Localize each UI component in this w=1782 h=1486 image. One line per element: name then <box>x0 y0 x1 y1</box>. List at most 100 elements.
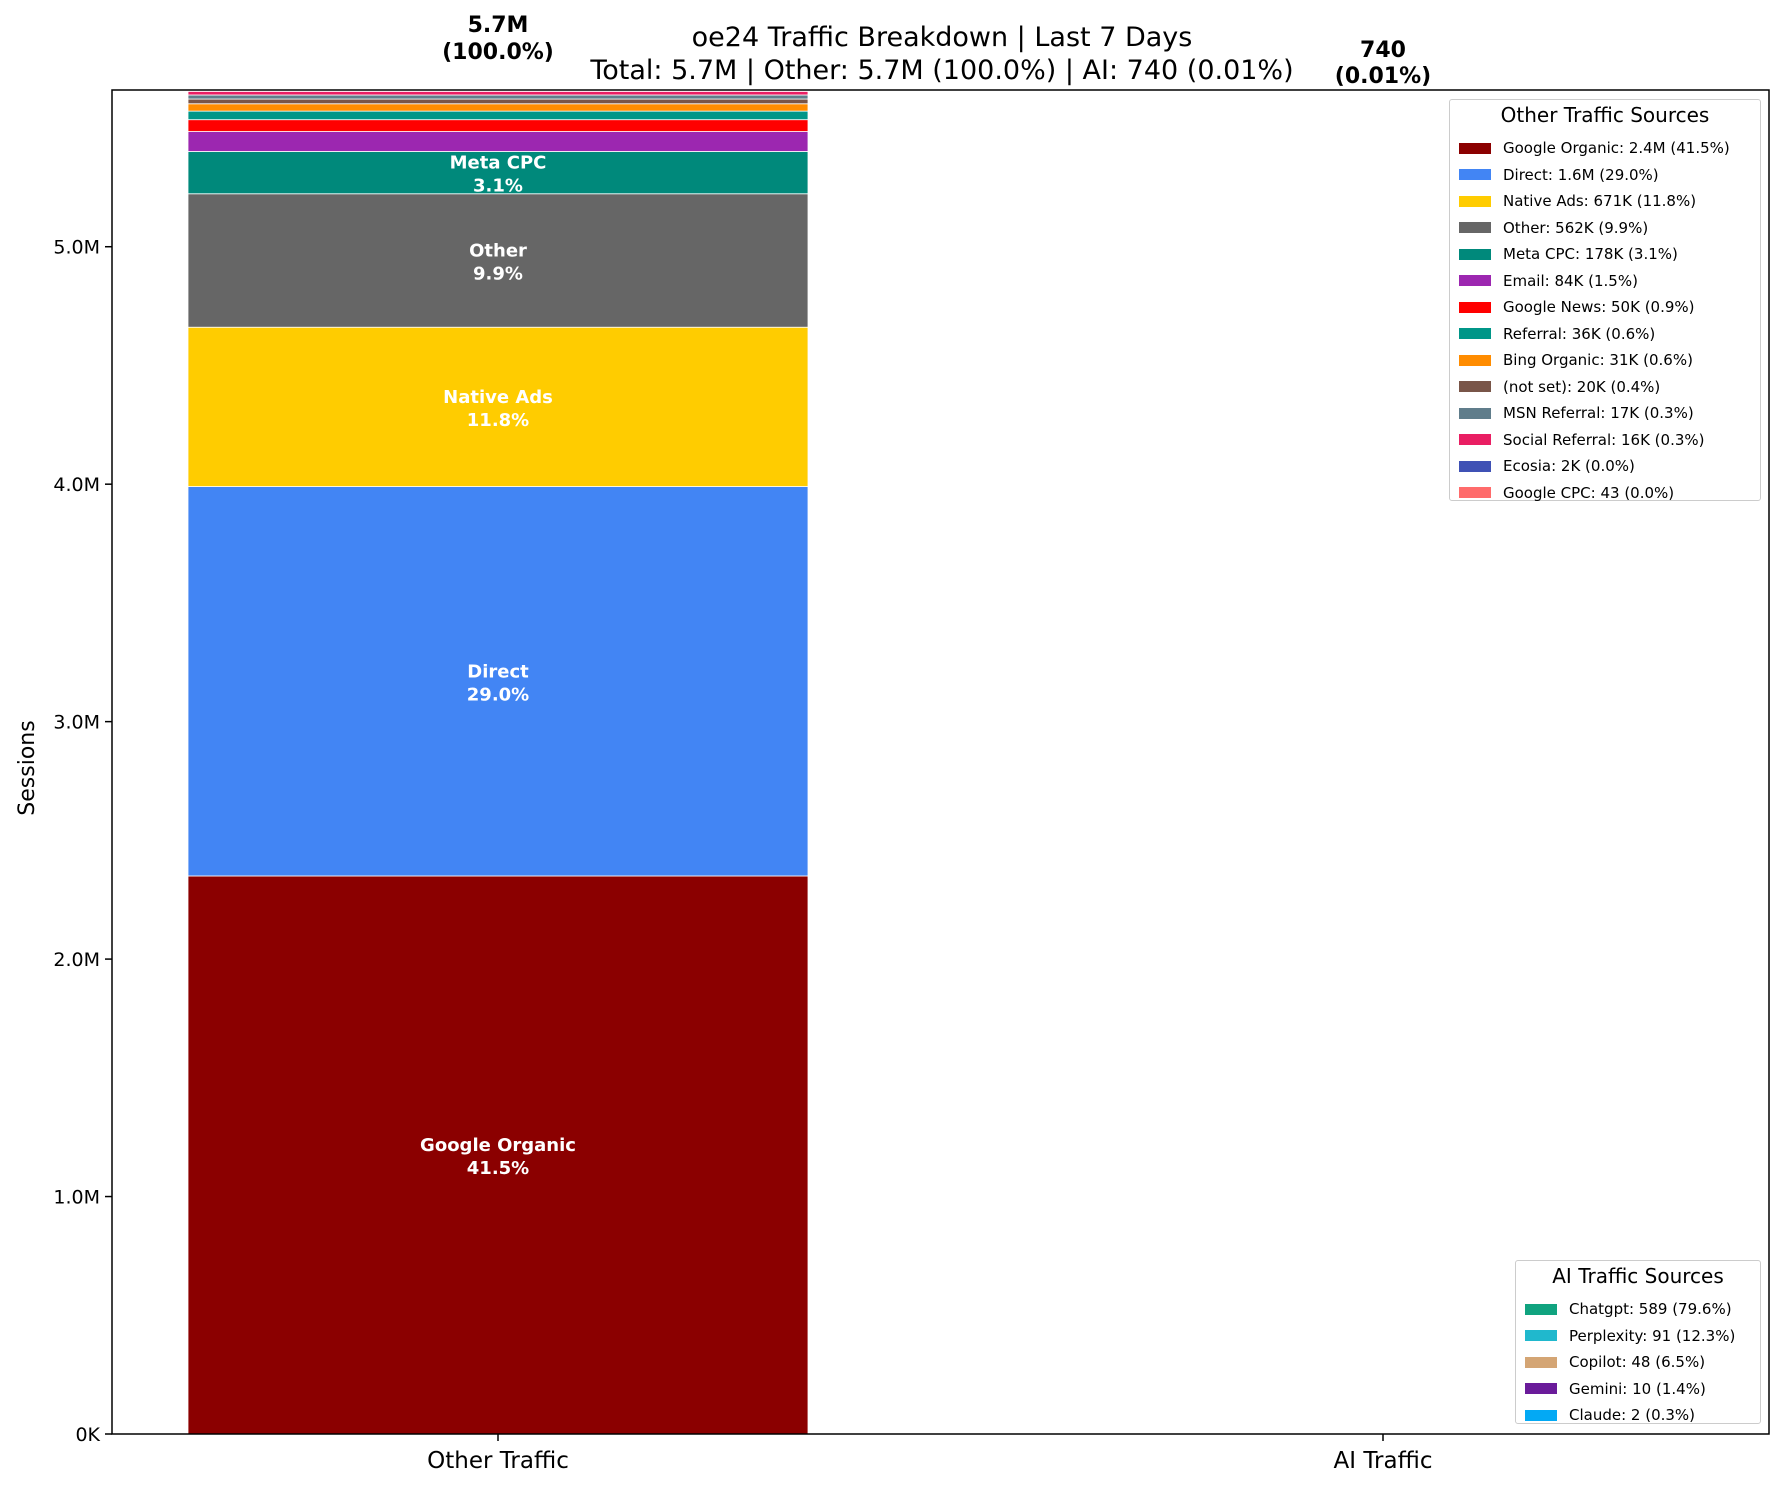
legend-item-label: Claude: 2 (0.3%) <box>1569 1406 1696 1425</box>
legend-swatch <box>1459 142 1491 154</box>
bar-segment <box>187 90 809 96</box>
legend-item: Google CPC: 43 (0.0%) <box>1450 480 1760 507</box>
segment-label: Google Organic <box>420 1135 576 1156</box>
legend-item-label: Chatgpt: 589 (79.6%) <box>1569 1300 1732 1319</box>
legend-item: (not set): 20K (0.4%) <box>1450 374 1760 401</box>
legend-item: Referral: 36K (0.6%) <box>1450 321 1760 348</box>
legend-item: Chatgpt: 589 (79.6%) <box>1516 1296 1760 1323</box>
bar-total-percent: (0.01%) <box>1335 64 1431 89</box>
legend-item-label: Direct: 1.6M (29.0%) <box>1503 165 1659 184</box>
bar-total-value: 5.7M <box>468 13 529 38</box>
other-traffic-legend: Other Traffic Sources Google Organic: 2.… <box>1449 99 1761 502</box>
legend-item: Native Ads: 671K (11.8%) <box>1450 188 1760 215</box>
legend-swatch <box>1525 1330 1557 1342</box>
legend-swatch <box>1459 301 1491 313</box>
segment-label: Meta CPC <box>450 153 547 174</box>
bar-segment <box>187 119 809 132</box>
y-tick-label: 4.0M <box>53 474 100 496</box>
legend-item-label: Copilot: 48 (6.5%) <box>1569 1353 1706 1372</box>
chart-subtitle: Total: 5.7M | Other: 5.7M (100.0%) | AI:… <box>589 55 1293 86</box>
legend-title: AI Traffic Sources <box>1552 1264 1724 1288</box>
bar-segment <box>187 486 809 877</box>
legend-swatch <box>1459 354 1491 366</box>
legend-item: Email: 84K (1.5%) <box>1450 268 1760 295</box>
ai-traffic-legend: AI Traffic Sources Chatgpt: 589 (79.6%) P… <box>1515 1260 1761 1424</box>
legend-swatch <box>1459 275 1491 287</box>
legend-item: Ecosia: 2K (0.0%) <box>1450 453 1760 480</box>
bar-segment <box>187 875 809 1435</box>
chart-title: oe24 Traffic Breakdown | Last 7 Days <box>692 22 1193 53</box>
legend-item-label: Perplexity: 91 (12.3%) <box>1569 1326 1736 1345</box>
bar-segment <box>187 98 809 105</box>
bar-segment <box>187 151 809 195</box>
y-tick-label: 1.0M <box>53 1187 100 1209</box>
legend-swatch <box>1459 195 1491 207</box>
legend-swatch <box>1459 222 1491 234</box>
segment-percent: 11.8% <box>467 410 529 431</box>
axes-layer: 0K 1.0M 2.0M 3.0M 4.0M 5.0M Other Traffic AI Tr… <box>53 89 1770 1474</box>
segment-label: Other <box>469 240 527 261</box>
legend-item: Google News: 50K (0.9%) <box>1450 294 1760 321</box>
bar-segment <box>187 131 809 152</box>
legend-item-label: Google News: 50K (0.9%) <box>1503 298 1695 317</box>
legend-item-label: Meta CPC: 178K (3.1%) <box>1503 245 1678 264</box>
bar-segment <box>187 94 809 100</box>
legend-item: Other: 562K (9.9%) <box>1450 215 1760 242</box>
x-tick-label: Other Traffic <box>427 1448 569 1474</box>
legend-item-label: Other: 562K (9.9%) <box>1503 218 1649 237</box>
legend-item-label: (not set): 20K (0.4%) <box>1503 377 1661 396</box>
legend-item-label: Google Organic: 2.4M (41.5%) <box>1503 139 1730 158</box>
segment-label: Direct <box>467 661 529 682</box>
plot-frame <box>111 89 1770 1435</box>
legend-swatch <box>1525 1383 1557 1395</box>
bar-segment <box>187 326 809 487</box>
legend-item: Meta CPC: 178K (3.1%) <box>1450 241 1760 268</box>
bar-segment <box>187 103 809 112</box>
legend-item: Claude: 2 (0.3%) <box>1516 1402 1760 1429</box>
legend-item: Google Organic: 2.4M (41.5%) <box>1450 135 1760 162</box>
legend-swatch <box>1525 1303 1557 1315</box>
bar-total-value: 740 <box>1360 38 1406 63</box>
legend-item-label: Email: 84K (1.5%) <box>1503 271 1638 290</box>
legend-item: Copilot: 48 (6.5%) <box>1516 1349 1760 1376</box>
legend-swatch <box>1459 434 1491 446</box>
legend-swatch <box>1459 328 1491 340</box>
bar-total-percent: (100.0%) <box>442 40 554 65</box>
legend-item: Social Referral: 16K (0.3%) <box>1450 427 1760 454</box>
legend-item: MSN Referral: 17K (0.3%) <box>1450 400 1760 427</box>
legend-item-label: Ecosia: 2K (0.0%) <box>1503 457 1635 476</box>
segment-label: Native Ads <box>443 387 553 408</box>
segment-percent: 9.9% <box>473 263 523 284</box>
y-axis-label: Sessions <box>15 720 40 815</box>
y-tick-label: 0K <box>75 1424 100 1446</box>
x-tick-label: AI Traffic <box>1334 1448 1433 1474</box>
segment-percent: 29.0% <box>467 684 529 705</box>
segment-percent: 3.1% <box>473 176 523 197</box>
y-tick-label: 5.0M <box>53 237 100 259</box>
legend-item-label: Bing Organic: 31K (0.6%) <box>1503 351 1693 370</box>
legend-item: Perplexity: 91 (12.3%) <box>1516 1323 1760 1350</box>
y-tick-label: 2.0M <box>53 949 100 971</box>
legend-item: Gemini: 10 (1.4%) <box>1516 1376 1760 1403</box>
legend-swatch <box>1459 169 1491 181</box>
legend-swatch <box>1525 1356 1557 1368</box>
y-tick-label: 3.0M <box>53 712 100 734</box>
segment-percent: 41.5% <box>467 1158 529 1179</box>
legend-item-label: Native Ads: 671K (11.8%) <box>1503 192 1697 211</box>
legend-item: Direct: 1.6M (29.0%) <box>1450 162 1760 189</box>
legend-item-label: Google CPC: 43 (0.0%) <box>1503 483 1675 502</box>
bar-segment <box>187 193 809 328</box>
legend-item: Bing Organic: 31K (0.6%) <box>1450 347 1760 374</box>
legend-item-label: MSN Referral: 17K (0.3%) <box>1503 404 1694 423</box>
legend-swatch <box>1459 460 1491 472</box>
legend-swatch <box>1459 248 1491 260</box>
bar-segment <box>187 90 809 92</box>
legend-swatch <box>1525 1409 1557 1421</box>
legend-swatch <box>1459 487 1491 499</box>
legend-item-label: Gemini: 10 (1.4%) <box>1569 1379 1706 1398</box>
bar-segment <box>187 110 809 121</box>
legend-swatch <box>1459 407 1491 419</box>
legend-title: Other Traffic Sources <box>1500 103 1710 127</box>
